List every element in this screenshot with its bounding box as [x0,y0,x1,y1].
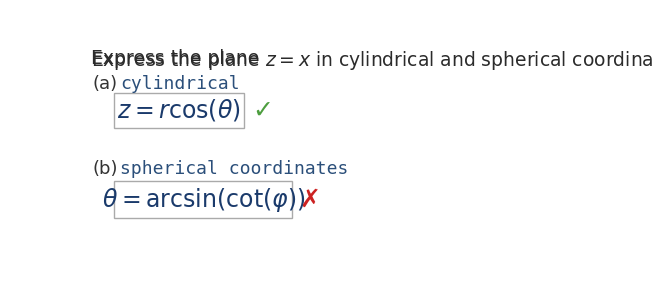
Text: Express the plane: Express the plane [91,49,265,68]
Bar [114,93,244,128]
Text: $\theta = \mathrm{arcsin}\left(\cot(\varphi)\right)$: $\theta = \mathrm{arcsin}\left(\cot(\var… [101,186,305,214]
Text: (a): (a) [93,75,118,93]
Text: ✗: ✗ [298,188,319,212]
Text: ✓: ✓ [252,98,273,123]
Text: $z = r\cos(\theta)$: $z = r\cos(\theta)$ [118,97,241,123]
Text: (b): (b) [93,160,118,178]
Text: spherical coordinates: spherical coordinates [120,160,349,178]
Bar [114,181,293,218]
Text: Express the plane $z = x$ in cylindrical and spherical coordinates.: Express the plane $z = x$ in cylindrical… [91,49,653,72]
Text: cylindrical: cylindrical [120,75,240,93]
